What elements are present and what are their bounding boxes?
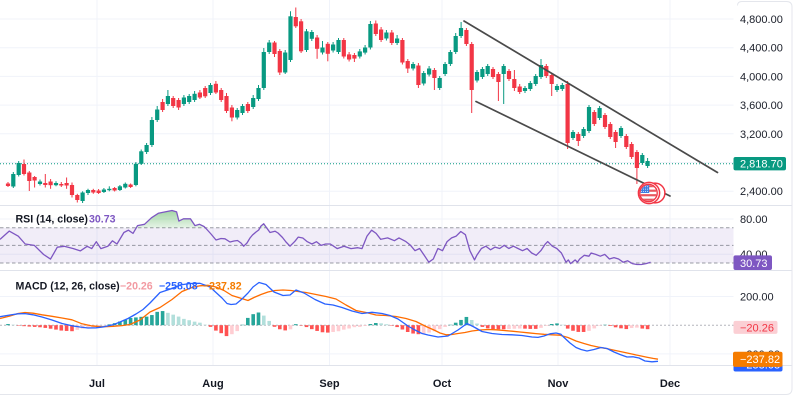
svg-text:3,200.00: 3,200.00 — [740, 129, 783, 141]
svg-text:−20.26: −20.26 — [740, 322, 774, 334]
svg-text:4,000.00: 4,000.00 — [740, 71, 783, 83]
svg-text:30.73: 30.73 — [740, 258, 768, 270]
svg-text:Jul: Jul — [89, 378, 105, 390]
svg-text:4,400.00: 4,400.00 — [740, 43, 783, 55]
svg-text:30.73: 30.73 — [89, 213, 116, 225]
svg-text:2,818.70: 2,818.70 — [740, 159, 783, 171]
svg-text:3,600.00: 3,600.00 — [740, 100, 783, 112]
svg-text:200.00: 200.00 — [740, 292, 774, 304]
svg-text:Oct: Oct — [433, 378, 452, 390]
svg-text:Nov: Nov — [548, 378, 570, 390]
svg-text:RSI (14, close): RSI (14, close) — [16, 213, 88, 225]
svg-text:80.00: 80.00 — [740, 214, 768, 226]
svg-text:−237.82: −237.82 — [203, 280, 242, 292]
svg-text:MACD (12, 26, close): MACD (12, 26, close) — [16, 280, 120, 292]
svg-text:Aug: Aug — [202, 378, 223, 390]
svg-text:4,800.00: 4,800.00 — [740, 14, 783, 26]
svg-text:Dec: Dec — [660, 378, 680, 390]
svg-text:2,400.00: 2,400.00 — [740, 186, 783, 198]
svg-text:−258.08: −258.08 — [159, 280, 198, 292]
svg-text:−237.82: −237.82 — [740, 354, 780, 366]
svg-text:Sep: Sep — [319, 378, 339, 390]
svg-text:−20.26: −20.26 — [120, 280, 153, 292]
